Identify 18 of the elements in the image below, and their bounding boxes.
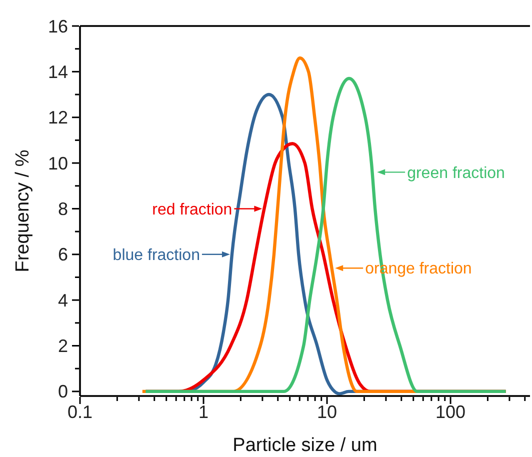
x-tick-label: 10 [317, 402, 338, 422]
annotation: green fraction [407, 164, 505, 182]
x-axis-title: Particle size / um [232, 435, 378, 456]
y-axis-title: Frequency / % [12, 150, 34, 272]
y-tick-label: 14 [48, 62, 68, 82]
y-tick-label: 16 [48, 16, 68, 36]
annotation: red fraction [152, 201, 232, 218]
annotation: blue fraction [112, 246, 200, 264]
y-tick-label: 10 [48, 153, 68, 174]
x-tick-label: 0.1 [67, 402, 93, 422]
x-tick-label: 1 [198, 402, 209, 422]
x-tick-label: 100 [436, 402, 466, 422]
y-tick-label: 0 [58, 382, 68, 402]
y-tick-label: 8 [58, 199, 68, 220]
y-tick-label: 2 [58, 336, 68, 356]
y-tick-label: 4 [58, 290, 68, 310]
y-tick-label: 12 [48, 108, 68, 128]
y-tick-label: 6 [58, 244, 68, 265]
